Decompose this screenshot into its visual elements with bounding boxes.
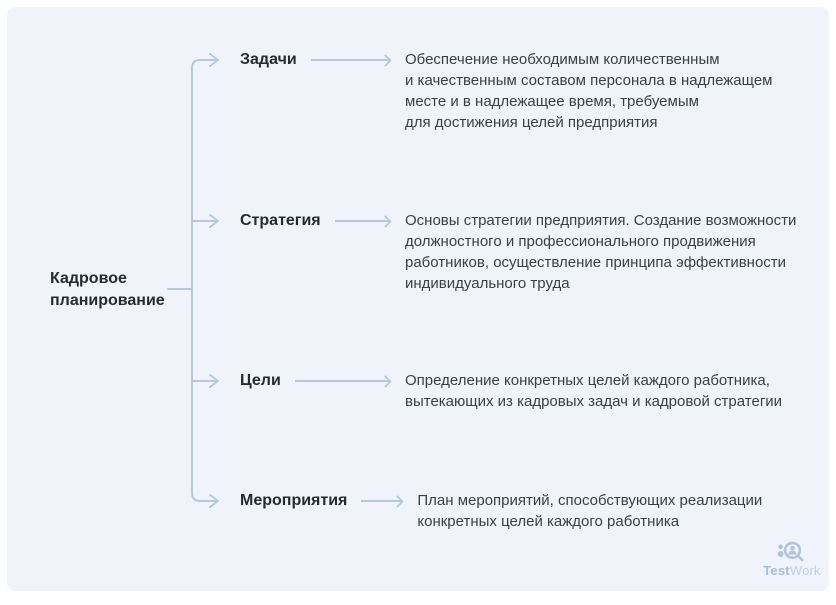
arrow-icon — [209, 53, 219, 67]
diagram-panel: Кадровое планирование Задачи Обеспечение… — [7, 7, 829, 591]
branch-connector-line — [191, 59, 217, 290]
arrow-icon — [209, 494, 219, 508]
branch-row: Мероприятия План мероприятий, способству… — [240, 490, 826, 532]
arrow-icon — [334, 219, 389, 222]
branch-label: Задачи — [240, 51, 297, 68]
branch-description: Обеспечение необходимым количественным и… — [405, 51, 773, 131]
branch-label: Мероприятия — [240, 492, 348, 509]
branch-row: Стратегия Основы стратегии предприятия. … — [240, 210, 826, 294]
root-node: Кадровое планирование — [50, 270, 165, 309]
arrow-icon — [310, 58, 389, 61]
branch-row: Задачи Обеспечение необходимым количеств… — [240, 49, 826, 133]
branch-description: План мероприятий, способствующих реализа… — [417, 492, 763, 530]
branch-description: Основы стратегии предприятия. Создание в… — [405, 212, 797, 292]
arrow-icon — [209, 214, 219, 228]
branch-label: Стратегия — [240, 212, 321, 229]
arrow-icon — [209, 374, 219, 388]
arrow-icon — [294, 379, 389, 382]
branch-description: Определение конкретных целей каждого раб… — [405, 372, 783, 410]
arrow-icon — [361, 499, 402, 502]
branch-row: Цели Определение конкретных целей каждог… — [240, 370, 826, 412]
testwork-logo: TestWork — [760, 541, 824, 578]
branch-label: Цели — [240, 372, 281, 389]
testwork-logo-text: TestWork — [763, 564, 820, 578]
testwork-logo-icon — [777, 541, 804, 562]
logo-text-bold: Test — [763, 563, 790, 578]
branch-connector-line — [191, 288, 217, 502]
logo-text-light: Work — [789, 563, 821, 578]
